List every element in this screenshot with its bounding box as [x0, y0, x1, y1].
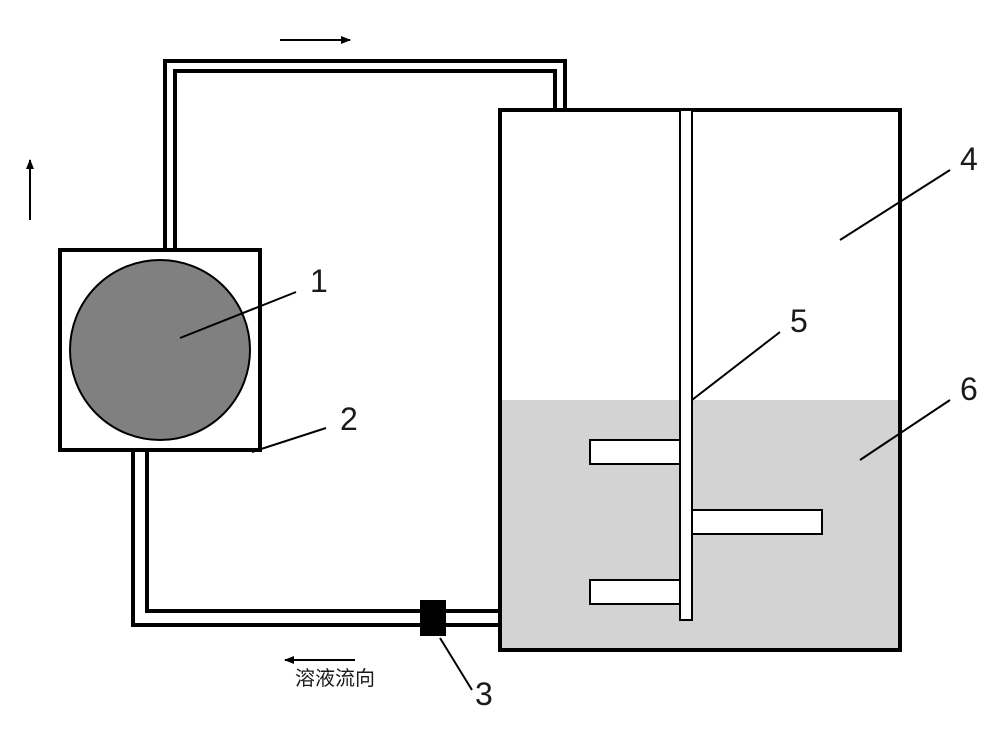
callout-leader [440, 638, 472, 690]
flow-direction-label: 溶液流向 [295, 667, 375, 690]
stirrer-blade [590, 440, 680, 464]
pump-wheel [70, 260, 250, 440]
callout-number-6: 6 [960, 371, 978, 407]
stirrer-blade [692, 510, 822, 534]
callout-number-3: 3 [475, 676, 493, 712]
callout-number-1: 1 [310, 263, 328, 299]
valve-block [420, 600, 446, 636]
stirrer-shaft [680, 110, 692, 620]
callout-number-2: 2 [340, 401, 358, 437]
pipe-inner [140, 450, 500, 618]
stirrer-blade [590, 580, 680, 604]
pipe [140, 450, 500, 618]
callout-leader [252, 428, 326, 452]
callout-number-4: 4 [960, 141, 978, 177]
process-flow-diagram: 溶液流向 1 2 3 4 5 6 [0, 0, 1000, 735]
callout-number-5: 5 [790, 303, 808, 339]
